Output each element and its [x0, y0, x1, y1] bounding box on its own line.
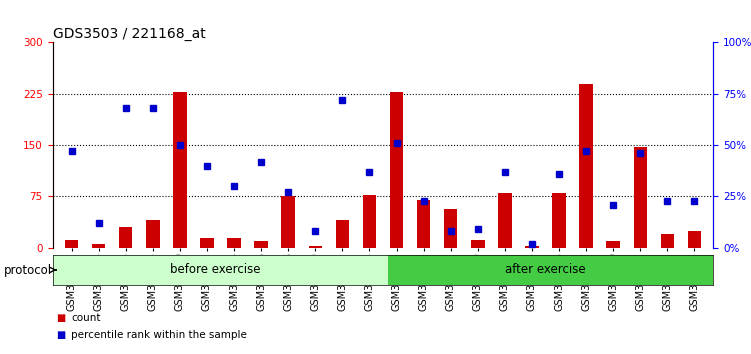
Text: after exercise: after exercise [505, 263, 586, 276]
Bar [661, 234, 674, 248]
Bar [201, 238, 214, 248]
Bar [417, 200, 430, 248]
Bar [65, 240, 78, 248]
Bar [336, 221, 349, 248]
Bar [228, 238, 241, 248]
Text: ■: ■ [56, 313, 65, 323]
Bar [634, 147, 647, 248]
Bar [688, 231, 701, 248]
Bar [390, 92, 403, 248]
Bar [146, 221, 159, 248]
Bar [607, 241, 620, 248]
Text: percentile rank within the sample: percentile rank within the sample [71, 330, 247, 340]
Bar [388, 255, 713, 285]
Bar [363, 195, 376, 248]
Text: protocol: protocol [4, 264, 52, 276]
Bar [552, 193, 566, 248]
Text: ■: ■ [56, 330, 65, 340]
Text: count: count [71, 313, 101, 323]
Bar [579, 84, 593, 248]
Bar [444, 209, 457, 248]
Bar [498, 193, 511, 248]
Bar [309, 246, 322, 248]
Bar [119, 227, 132, 248]
Bar [255, 241, 268, 248]
Bar [173, 92, 187, 248]
Text: before exercise: before exercise [170, 263, 261, 276]
Bar [525, 246, 538, 248]
Bar [282, 196, 295, 248]
Bar [471, 240, 484, 248]
Bar [92, 244, 105, 248]
Bar [53, 255, 388, 285]
Text: GDS3503 / 221168_at: GDS3503 / 221168_at [53, 28, 205, 41]
